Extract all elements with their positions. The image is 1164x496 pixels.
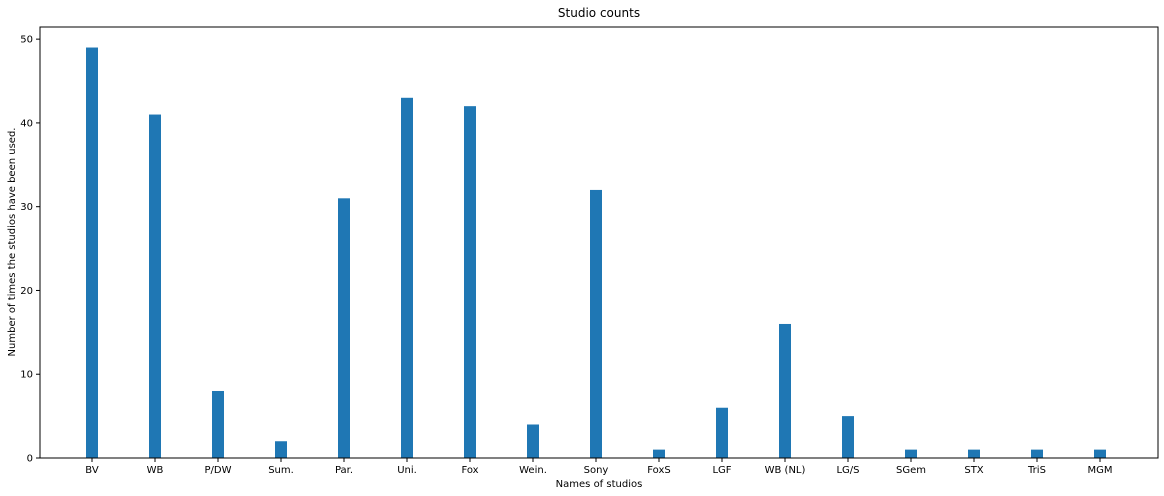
bar-lg-s <box>842 416 854 458</box>
bar-par <box>338 198 350 458</box>
x-tick-label: LG/S <box>836 465 859 476</box>
y-axis-label: Number of times the studios have been us… <box>7 128 18 357</box>
bar-sony <box>590 189 602 459</box>
bar-mgm <box>1094 449 1106 458</box>
y-axis-ticks: 0 10 20 30 40 50 <box>20 35 40 465</box>
x-tick-label: WB (NL) <box>765 465 806 476</box>
y-tick-label: 20 <box>20 286 33 297</box>
bar-wb-nl <box>779 323 791 458</box>
bar-sum <box>275 441 287 458</box>
bar-tris <box>1031 449 1043 458</box>
bar-p-dw <box>212 390 224 458</box>
x-tick-label: STX <box>964 465 983 476</box>
x-tick-label: Uni. <box>397 465 417 476</box>
bar-stx <box>968 449 980 458</box>
y-tick-label: 50 <box>20 35 33 46</box>
bar-sgem <box>905 449 917 458</box>
x-tick-label: Fox <box>461 465 478 476</box>
x-tick-label: Sum. <box>268 465 294 476</box>
x-tick-label: TriS <box>1027 465 1046 476</box>
bar-lgf <box>716 407 728 458</box>
x-tick-label: Wein. <box>519 465 547 476</box>
bar-foxs <box>653 449 665 458</box>
x-tick-label: WB <box>147 465 164 476</box>
x-axis-label: Names of studios <box>556 479 643 490</box>
bar-wein <box>527 424 539 458</box>
bar-wb <box>149 114 161 458</box>
y-tick-label: 30 <box>20 202 33 213</box>
x-tick-label: Par. <box>335 465 353 476</box>
bars <box>86 47 1106 459</box>
x-tick-label: Sony <box>584 465 609 476</box>
x-tick-label: SGem <box>896 465 926 476</box>
y-tick-label: 0 <box>27 454 33 465</box>
x-tick-label: BV <box>85 465 99 476</box>
bar-fox <box>464 106 476 458</box>
y-tick-label: 40 <box>20 118 33 129</box>
x-tick-label: P/DW <box>205 465 232 476</box>
bar-bv <box>86 47 98 459</box>
chart-title: Studio counts <box>558 6 640 20</box>
x-tick-label: LGF <box>712 465 731 476</box>
plot-frame <box>39 26 1159 459</box>
bar-uni <box>401 97 413 459</box>
x-tick-label: MGM <box>1087 465 1112 476</box>
x-tick-label: FoxS <box>647 465 670 476</box>
x-axis-ticks: BV WB P/DW Sum. Par. Uni. Fox Wein. Sony FoxS LGF W… <box>85 458 1113 476</box>
y-tick-label: 10 <box>20 370 33 381</box>
